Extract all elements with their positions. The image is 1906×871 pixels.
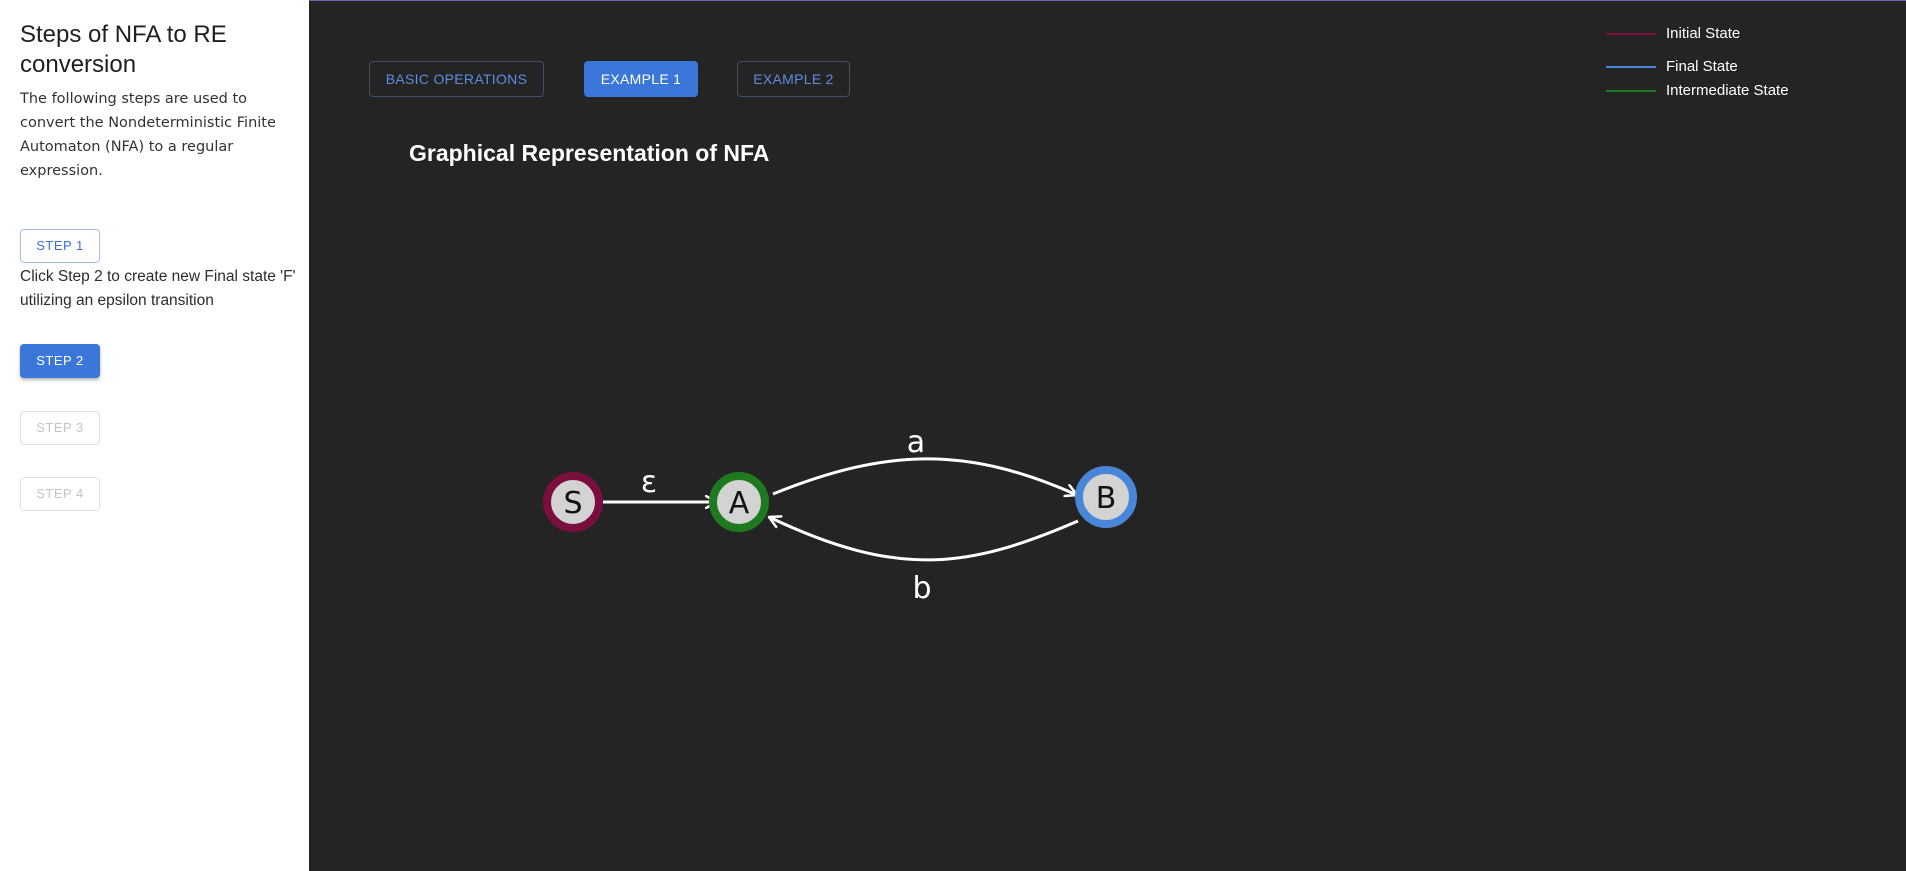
edge-a-to-b <box>772 457 1077 495</box>
step-3-button: STEP 3 <box>20 411 100 445</box>
state-node-s[interactable]: S <box>543 472 603 532</box>
state-node-b[interactable]: B <box>1075 466 1137 528</box>
legend-final-swatch <box>1606 66 1656 68</box>
edge-label-a: a <box>907 425 925 460</box>
edge-label-b: b <box>912 571 931 606</box>
edge-label-epsilon: ε <box>641 465 657 500</box>
state-node-a[interactable]: A <box>709 472 769 532</box>
state-label-a: A <box>729 486 750 521</box>
step-hint: Click Step 2 to create new Final state '… <box>20 268 296 309</box>
edge-b-to-a <box>769 517 1079 562</box>
top-border <box>309 0 1906 1</box>
step-2-button[interactable]: STEP 2 <box>20 344 100 378</box>
example-2-button[interactable]: EXAMPLE 2 <box>737 61 850 97</box>
example-1-button[interactable]: EXAMPLE 1 <box>584 61 698 97</box>
basic-operations-button[interactable]: BASIC OPERATIONS <box>369 61 544 97</box>
step-1-button[interactable]: STEP 1 <box>20 229 100 263</box>
legend-final-label: Final State <box>1666 58 1738 75</box>
legend-initial-label: Initial State <box>1666 25 1741 42</box>
sidebar-title: Steps of NFA to RE conversion <box>20 21 227 78</box>
nfa-graph: ε a b S A B <box>543 425 1137 606</box>
main-canvas: BASIC OPERATIONS EXAMPLE 1 EXAMPLE 2 Gra… <box>309 0 1906 871</box>
legend-initial-swatch <box>1606 33 1656 35</box>
legend-intermediate-swatch <box>1606 90 1656 92</box>
sidebar: Steps of NFA to RE conversion The follow… <box>0 0 309 871</box>
state-label-s: S <box>563 486 582 521</box>
state-label-b: B <box>1096 481 1117 516</box>
step-4-button: STEP 4 <box>20 477 100 511</box>
sidebar-intro: The following steps are used to convert … <box>20 91 276 179</box>
legend-intermediate-label: Intermediate State <box>1666 82 1789 99</box>
graph-title: Graphical Representation of NFA <box>409 140 770 166</box>
